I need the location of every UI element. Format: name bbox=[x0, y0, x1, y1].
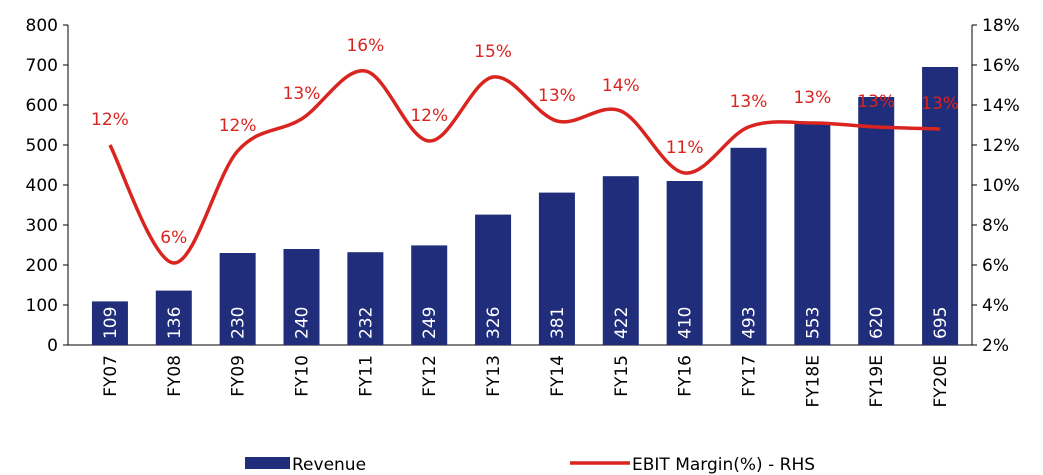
bar bbox=[219, 253, 256, 345]
y-tick-label: 800 bbox=[26, 16, 58, 36]
bar bbox=[538, 192, 575, 345]
x-tick-label: FY07 bbox=[101, 355, 121, 397]
bar-value-label: 136 bbox=[165, 307, 185, 339]
x-tick-label: FY11 bbox=[356, 355, 376, 397]
line-value-label: 12% bbox=[410, 106, 448, 126]
x-tick-label: FY17 bbox=[740, 355, 760, 397]
y2-tick-label: 8% bbox=[982, 216, 1009, 236]
line-value-label: 6% bbox=[160, 228, 187, 248]
x-tick-label: FY19E bbox=[867, 355, 887, 408]
line-value-label: 12% bbox=[219, 116, 257, 136]
x-tick-label: FY16 bbox=[676, 355, 696, 397]
legend-swatch bbox=[245, 457, 290, 469]
legend-label: EBIT Margin(%) - RHS bbox=[632, 455, 815, 475]
x-tick-label: FY10 bbox=[293, 355, 313, 397]
y2-tick-label: 4% bbox=[982, 296, 1009, 316]
line-value-label: 13% bbox=[538, 86, 576, 106]
bar-value-label: 249 bbox=[420, 307, 440, 339]
bar bbox=[602, 176, 639, 345]
x-tick-label: FY20E bbox=[931, 355, 951, 408]
y-tick-label: 200 bbox=[26, 256, 58, 276]
x-tick-label: FY12 bbox=[420, 355, 440, 397]
bar bbox=[922, 67, 959, 345]
bar-value-label: 553 bbox=[803, 307, 823, 339]
bar-value-label: 381 bbox=[548, 307, 568, 339]
line-value-label: 11% bbox=[666, 138, 704, 158]
bar bbox=[730, 147, 767, 345]
bar-value-label: 230 bbox=[229, 307, 249, 339]
x-tick-label: FY08 bbox=[165, 355, 185, 397]
bar bbox=[666, 181, 703, 345]
y-tick-label: 500 bbox=[26, 136, 58, 156]
y2-tick-label: 18% bbox=[982, 16, 1020, 36]
x-tick-label: FY18E bbox=[803, 355, 823, 408]
line-value-label: 13% bbox=[921, 94, 959, 114]
line-value-label: 15% bbox=[474, 42, 512, 62]
y-tick-label: 0 bbox=[47, 336, 58, 356]
bar bbox=[794, 123, 831, 345]
y-tick-label: 700 bbox=[26, 56, 58, 76]
bar-value-label: 326 bbox=[484, 307, 504, 339]
line-value-label: 13% bbox=[793, 88, 831, 108]
bar bbox=[91, 301, 128, 345]
x-tick-label: FY13 bbox=[484, 355, 504, 397]
line-value-label: 12% bbox=[91, 110, 129, 130]
y2-tick-label: 2% bbox=[982, 336, 1009, 356]
line-value-label: 13% bbox=[857, 92, 895, 112]
y-tick-label: 600 bbox=[26, 96, 58, 116]
bar bbox=[858, 97, 895, 345]
y2-tick-label: 10% bbox=[982, 176, 1020, 196]
bar bbox=[283, 249, 320, 345]
y-tick-label: 300 bbox=[26, 216, 58, 236]
bar bbox=[155, 290, 192, 345]
bar-value-label: 695 bbox=[931, 307, 951, 339]
bar-value-label: 232 bbox=[356, 307, 376, 339]
bar-value-label: 422 bbox=[612, 307, 632, 339]
line-value-label: 16% bbox=[346, 36, 384, 56]
bar-value-label: 493 bbox=[740, 307, 760, 339]
line-value-label: 13% bbox=[283, 84, 321, 104]
x-tick-label: FY09 bbox=[229, 355, 249, 397]
y-tick-label: 100 bbox=[26, 296, 58, 316]
line-value-label: 13% bbox=[730, 92, 768, 112]
bar-value-label: 240 bbox=[293, 307, 313, 339]
x-tick-label: FY15 bbox=[612, 355, 632, 397]
bar-value-label: 109 bbox=[101, 307, 121, 339]
bar bbox=[347, 252, 384, 345]
y2-tick-label: 12% bbox=[982, 136, 1020, 156]
bar-value-label: 620 bbox=[867, 307, 887, 339]
line-value-label: 14% bbox=[602, 76, 640, 96]
margin-line bbox=[108, 69, 941, 265]
y-tick-label: 400 bbox=[26, 176, 58, 196]
bar bbox=[411, 245, 448, 345]
y2-tick-label: 14% bbox=[982, 96, 1020, 116]
y2-tick-label: 6% bbox=[982, 256, 1009, 276]
legend-label: Revenue bbox=[292, 455, 366, 475]
y2-tick-label: 16% bbox=[982, 56, 1020, 76]
x-tick-label: FY14 bbox=[548, 355, 568, 397]
bar bbox=[475, 214, 512, 345]
bar-value-label: 410 bbox=[676, 307, 696, 339]
